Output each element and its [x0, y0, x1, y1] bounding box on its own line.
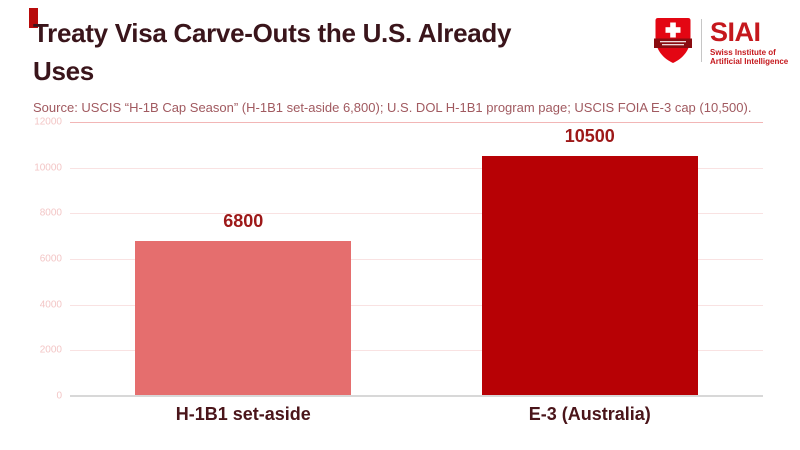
logo-text-block: SIAI Swiss Institute of Artificial Intel… — [710, 17, 788, 67]
logo-tagline-line1: Swiss Institute of — [710, 48, 776, 57]
x-axis-line — [70, 395, 763, 397]
x-label-e3: E-3 (Australia) — [528, 404, 651, 424]
swiss-shield-icon — [654, 18, 692, 63]
bar-group-e3: 10500 — [417, 122, 764, 396]
bar-value-label-e3: 10500 — [564, 126, 615, 147]
gridline-10000 — [70, 167, 763, 169]
y-tick-2000: 2000 — [39, 344, 62, 356]
y-axis-tick-labels: 12000 10000 8000 6000 4000 2000 0 — [0, 117, 62, 402]
y-tick-0: 0 — [56, 390, 62, 402]
source-note: Source: USCIS “H-1B Cap Season” (H-1B1 s… — [33, 100, 752, 115]
bar-chart-plot-area: 6800 10500 — [70, 122, 763, 397]
page-title-line2: Uses — [33, 56, 94, 86]
y-tick-10000: 10000 — [34, 162, 62, 174]
logo-tagline: Swiss Institute of Artificial Intelligen… — [710, 48, 788, 66]
bar-e3-australia: 10500 — [481, 126, 698, 396]
logo-divider — [701, 19, 702, 62]
bars-container: 6800 10500 — [70, 122, 763, 396]
bar-value-label-h1b1: 6800 — [223, 210, 264, 231]
siai-logo: SIAI Swiss Institute of Artificial Intel… — [654, 17, 788, 66]
x-label-h1b1: H-1B1 set-aside — [175, 404, 311, 424]
y-tick-6000: 6000 — [39, 253, 62, 265]
gridline-12000 — [70, 122, 763, 123]
logo-tagline-line2: Artificial Intelligence — [710, 57, 789, 66]
x-axis-category-labels: H-1B1 set-aside E-3 (Australia) — [70, 404, 763, 425]
gridline-6000 — [70, 259, 763, 260]
bar-h1b1-set-aside: 6800 — [135, 211, 352, 396]
page-title-line1: Treaty Visa Carve-Outs the U.S. Already — [33, 18, 512, 48]
y-tick-12000: 12000 — [34, 116, 62, 128]
gridline-8000 — [70, 213, 763, 215]
y-tick-8000: 8000 — [39, 207, 62, 219]
gridline-2000 — [70, 350, 763, 352]
page-title: Treaty Visa Carve-Outs the U.S. Already … — [33, 14, 633, 90]
title-accent-bar — [29, 8, 38, 28]
gridline-4000 — [70, 304, 763, 306]
logo-acronym: SIAI — [710, 17, 761, 47]
y-tick-4000: 4000 — [39, 299, 62, 311]
bar-group-h1b1: 6800 — [70, 122, 417, 396]
